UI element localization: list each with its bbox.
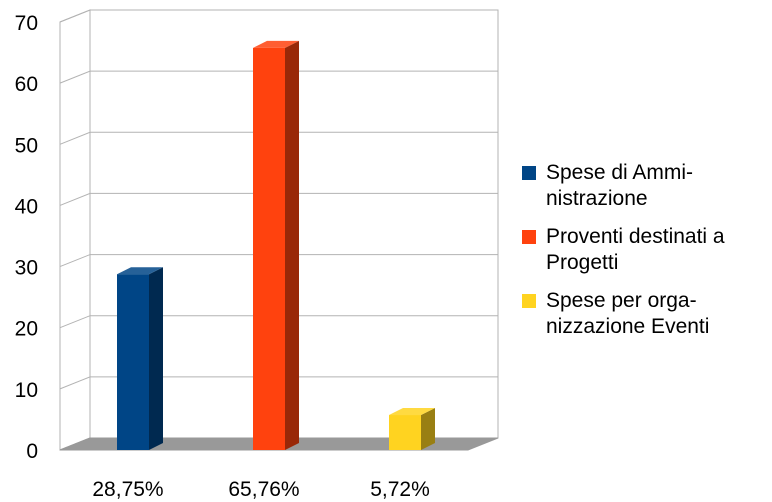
bar-3-front (389, 415, 421, 450)
legend-label-2: Proventi destinati a Progetti (546, 225, 725, 274)
y-tick-label-0: 0 (26, 440, 38, 463)
y-tick-label-5: 50 (15, 134, 38, 157)
legend-swatch-1 (522, 166, 536, 180)
bar-2 (253, 40, 299, 451)
bar-1-top (117, 267, 163, 275)
bar-2-side (285, 40, 299, 451)
gridline-6 (59, 70, 498, 84)
y-tick-label-3: 30 (15, 257, 38, 280)
bar-3 (389, 408, 435, 450)
legend-swatch-2 (522, 230, 536, 244)
legend-item-1: Spese di Ammi- nistrazione (522, 160, 767, 212)
gridline-3 (59, 254, 498, 268)
gridline-1 (59, 376, 498, 390)
gridline-2 (59, 315, 498, 329)
y-tick-label-2: 20 (15, 318, 38, 341)
gridline-5 (59, 131, 498, 145)
bars (117, 40, 435, 451)
side-wall (59, 9, 91, 451)
y-tick-label-6: 60 (15, 73, 38, 96)
bar-1 (117, 267, 163, 450)
legend-swatch-3 (522, 294, 536, 308)
y-axis-ticks: 0 10 20 30 40 50 60 70 (15, 12, 38, 463)
bar-1-side (149, 267, 163, 450)
legend-item-3: Spese per orga- nizzazione Eventi (522, 288, 767, 340)
y-tick-label-4: 40 (15, 195, 38, 218)
bar-3-top (389, 408, 435, 416)
gridline-7 (59, 9, 498, 23)
bar-2-front (253, 47, 285, 451)
legend-item-2: Proventi destinati a Progetti (522, 224, 767, 276)
bar-chart: 0 10 20 30 40 50 60 70 28,75% 65,76% 5,72% (15, 9, 499, 501)
bar-2-top (253, 40, 299, 48)
y-tick-label-7: 70 (15, 12, 38, 35)
legend-label-3: Spese per orga- nizzazione Eventi (546, 289, 710, 338)
legend: Spese di Ammi- nistrazione Proventi dest… (522, 160, 767, 352)
x-axis-ticks: 28,75% 65,76% 5,72% (92, 478, 429, 501)
bar-3-side (421, 408, 435, 450)
x-tick-label-3: 5,72% (370, 478, 430, 501)
gridline-4 (59, 192, 498, 206)
legend-label-1: Spese di Ammi- nistrazione (546, 161, 694, 210)
x-tick-label-2: 65,76% (228, 478, 299, 501)
bar-1-front (117, 274, 149, 450)
x-tick-label-1: 28,75% (92, 478, 163, 501)
y-tick-label-1: 10 (15, 379, 38, 402)
